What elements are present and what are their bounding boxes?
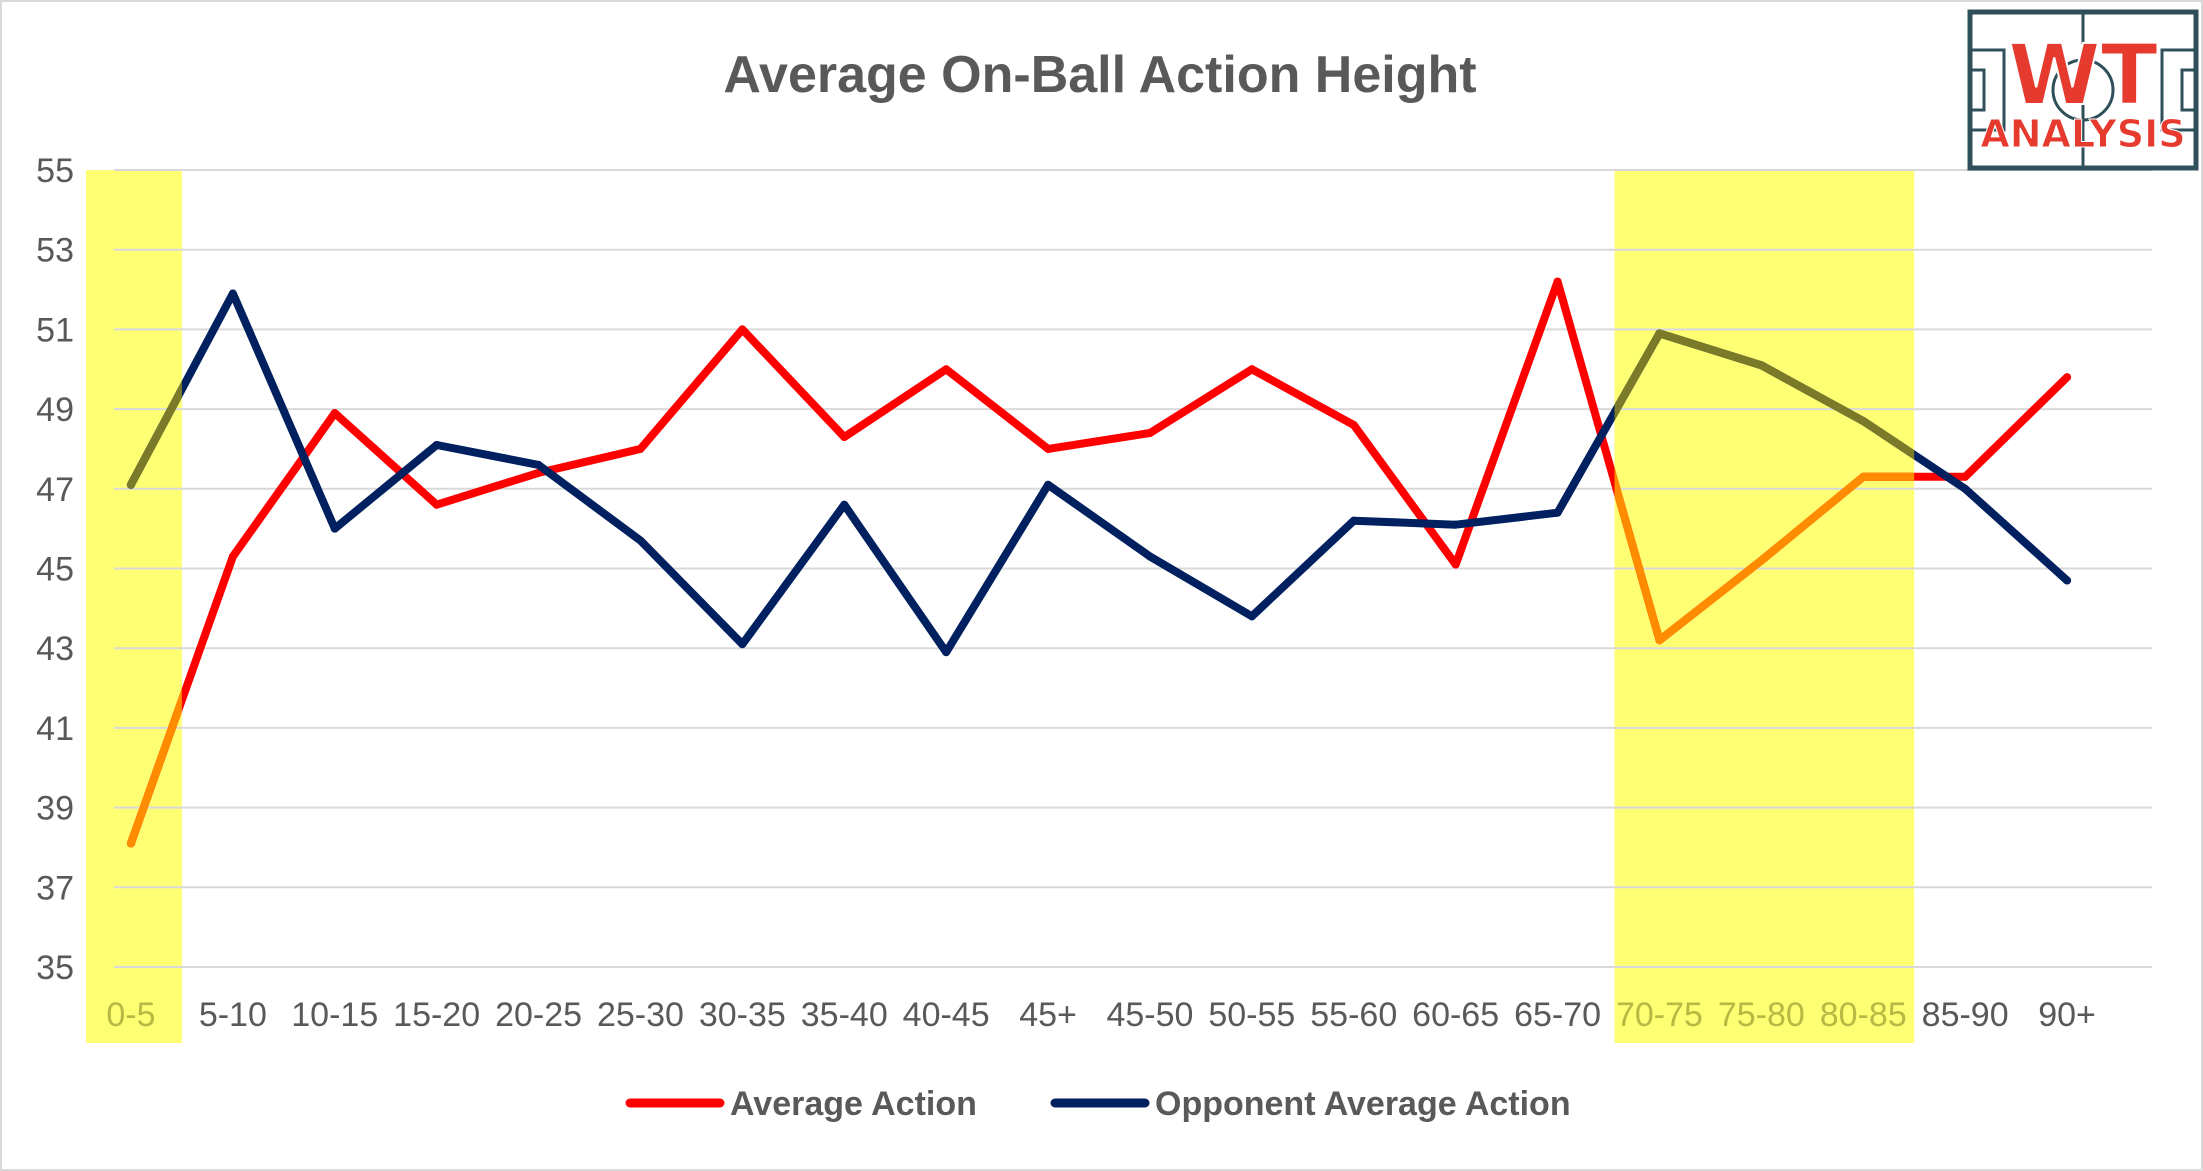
point-opponent-average-action-10-15 (330, 524, 339, 533)
legend: Average Action Opponent Average Action (625, 1085, 1571, 1123)
chart-title: Average On-Ball Action Height (723, 46, 1476, 104)
point-average-action-45-50 (1145, 429, 1154, 438)
pitch-lines-icon (1968, 12, 2198, 168)
point-average-action-35-40 (840, 432, 849, 441)
logo-wt-text: WT (2008, 26, 2158, 124)
x-tick-45plus: 45+ (1019, 996, 1077, 1034)
wt-analysis-logo: WT ANALYSIS (1967, 9, 2199, 171)
point-average-action-40-45 (942, 365, 951, 374)
x-tick-20-25: 20-25 (495, 996, 582, 1034)
x-tick-15-20: 15-20 (393, 996, 480, 1034)
y-tick-47: 47 (36, 471, 74, 509)
point-opponent-average-action-20-25 (534, 460, 543, 469)
y-tick-35: 35 (36, 949, 74, 987)
y-tick-43: 43 (36, 630, 74, 668)
point-opponent-average-action-15-20 (432, 440, 441, 449)
point-average-action-10-15 (330, 409, 339, 418)
x-tick-10-15: 10-15 (291, 996, 378, 1034)
y-tick-37: 37 (36, 869, 74, 907)
point-opponent-average-action-55-60 (1349, 516, 1358, 525)
point-average-action-50-55 (1247, 365, 1256, 374)
x-tick-35-40: 35-40 (801, 996, 888, 1034)
point-average-action-65-70 (1553, 277, 1562, 286)
point-opponent-average-action-45plus (1044, 480, 1053, 489)
x-tick-80-85: 80-85 (1820, 996, 1907, 1034)
y-tick-45: 45 (36, 551, 74, 589)
x-tick-60-65: 60-65 (1412, 996, 1499, 1034)
point-opponent-average-action-85-90 (1961, 484, 1970, 493)
y-tick-41: 41 (36, 710, 74, 748)
x-tick-90plus: 90+ (2038, 996, 2096, 1034)
y-tick-labels: 35 37 39 41 43 45 47 49 51 53 55 (36, 152, 74, 987)
legend-label-average-action: Average Action (730, 1085, 977, 1123)
point-average-action-45plus (1044, 444, 1053, 453)
legend-label-opponent-average-action: Opponent Average Action (1155, 1085, 1571, 1123)
x-tick-40-45: 40-45 (903, 996, 990, 1034)
point-average-action-85-90 (1961, 472, 1970, 481)
x-tick-55-60: 55-60 (1310, 996, 1397, 1034)
point-opponent-average-action-90plus (2063, 576, 2072, 585)
x-tick-75-80: 75-80 (1718, 996, 1805, 1034)
x-tick-70-75: 70-75 (1616, 996, 1703, 1034)
y-tick-39: 39 (36, 790, 74, 828)
point-average-action-60-65 (1451, 560, 1460, 569)
y-tick-51: 51 (36, 311, 74, 349)
point-average-action-15-20 (432, 500, 441, 509)
x-tick-85-90: 85-90 (1922, 996, 2009, 1034)
point-average-action-5-10 (228, 552, 237, 561)
x-tick-0-5: 0-5 (106, 996, 155, 1034)
point-average-action-25-30 (636, 444, 645, 453)
logo-analysis-text: ANALYSIS (1980, 112, 2185, 156)
y-tick-55: 55 (36, 152, 74, 190)
x-tick-25-30: 25-30 (597, 996, 684, 1034)
point-opponent-average-action-30-35 (738, 640, 747, 649)
point-opponent-average-action-60-65 (1451, 520, 1460, 529)
point-opponent-average-action-40-45 (942, 648, 951, 657)
x-tick-45-50: 45-50 (1106, 996, 1193, 1034)
point-opponent-average-action-25-30 (636, 536, 645, 545)
y-tick-49: 49 (36, 391, 74, 429)
y-tick-53: 53 (36, 232, 74, 270)
x-tick-50-55: 50-55 (1208, 996, 1295, 1034)
point-average-action-30-35 (738, 325, 747, 334)
highlight-band-1 (1614, 170, 1915, 1043)
x-tick-30-35: 30-35 (699, 996, 786, 1034)
x-tick-65-70: 65-70 (1514, 996, 1601, 1034)
point-average-action-55-60 (1349, 421, 1358, 430)
point-opponent-average-action-35-40 (840, 500, 849, 509)
x-tick-5-10: 5-10 (199, 996, 267, 1034)
point-opponent-average-action-5-10 (228, 289, 237, 298)
point-opponent-average-action-50-55 (1247, 612, 1256, 621)
x-tick-labels: 0-5 5-10 10-15 15-20 20-25 25-30 30-35 35-40 40-… (106, 996, 2096, 1034)
highlight-band-0 (86, 170, 182, 1043)
point-opponent-average-action-65-70 (1553, 508, 1562, 517)
point-opponent-average-action-45-50 (1145, 552, 1154, 561)
highlight-bands (86, 170, 1915, 1043)
point-average-action-90plus (2063, 373, 2072, 382)
gridlines (114, 169, 2152, 968)
